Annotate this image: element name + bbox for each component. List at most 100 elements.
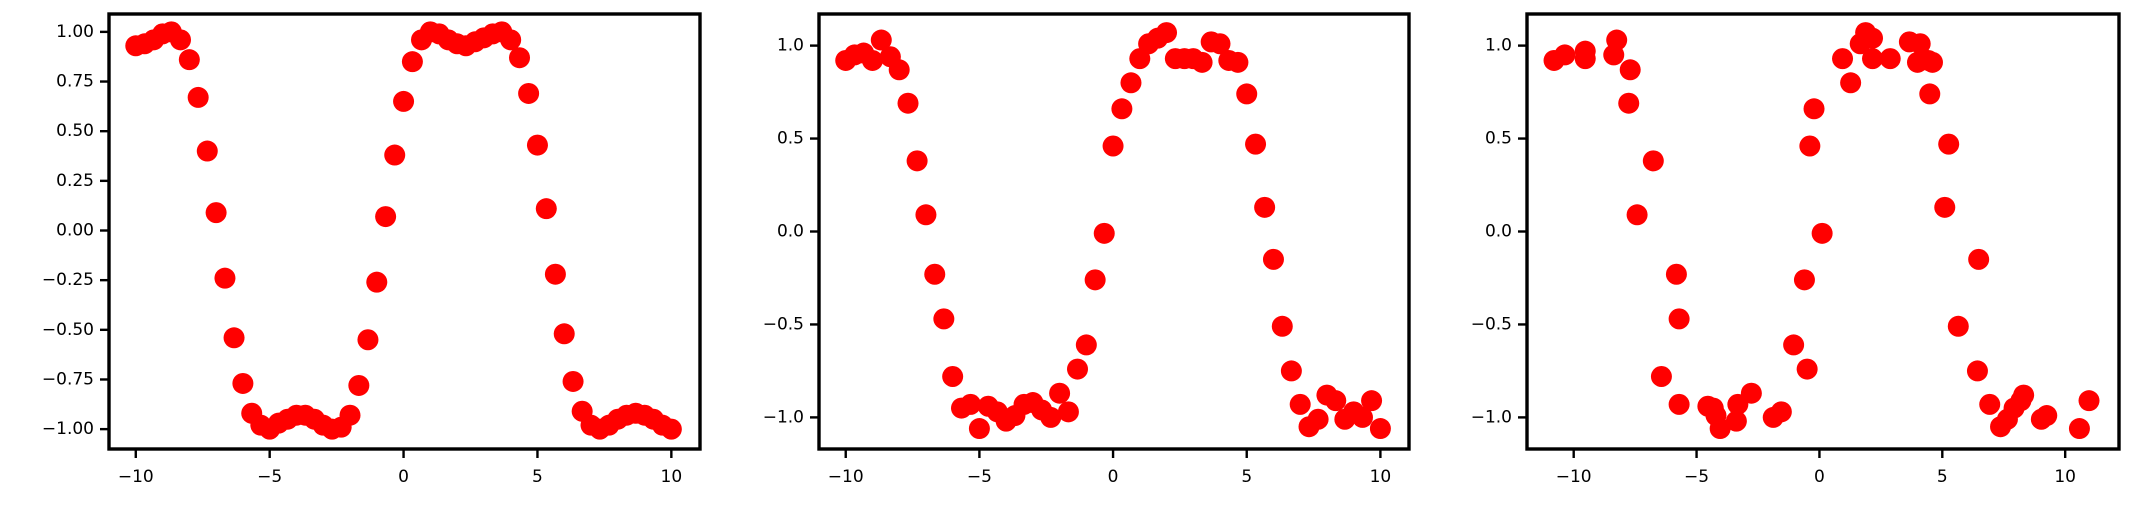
x-tick-label: −10 xyxy=(1556,467,1592,487)
point xyxy=(1770,401,1792,423)
point xyxy=(1120,72,1142,94)
x-tick-label: −5 xyxy=(967,467,992,487)
y-tick-label: −0.5 xyxy=(763,314,804,334)
y-tick-label: 0.0 xyxy=(777,222,804,242)
point xyxy=(2068,418,2090,440)
point xyxy=(1280,360,1302,382)
point xyxy=(1093,222,1115,244)
y-tick-label: 0.5 xyxy=(1485,129,1512,149)
point xyxy=(205,202,227,224)
y-tick-label: 0.0 xyxy=(1485,222,1512,242)
point xyxy=(1245,133,1267,155)
point xyxy=(888,59,910,81)
point xyxy=(1840,72,1862,94)
point xyxy=(1862,27,1884,49)
y-tick-label: −1.0 xyxy=(763,407,804,427)
x-tick-label: 0 xyxy=(1814,467,1825,487)
point xyxy=(1947,315,1969,337)
point xyxy=(526,134,548,156)
point xyxy=(1254,196,1276,218)
point xyxy=(1236,83,1258,105)
point xyxy=(384,144,406,166)
point xyxy=(968,418,990,440)
point xyxy=(1921,51,1943,73)
point xyxy=(1919,83,1941,105)
y-tick-label: 0.50 xyxy=(56,121,94,141)
y-tick-label: 0.5 xyxy=(777,129,804,149)
point xyxy=(915,204,937,226)
point xyxy=(1979,393,2001,415)
point xyxy=(870,29,892,51)
point xyxy=(196,140,218,162)
x-tick-label: 10 xyxy=(2054,467,2076,487)
x-tick-label: 0 xyxy=(398,467,409,487)
point xyxy=(1650,366,1672,387)
point xyxy=(1049,382,1071,404)
point xyxy=(924,263,946,285)
point xyxy=(1102,135,1124,157)
point xyxy=(933,308,955,330)
point xyxy=(1799,135,1821,157)
x-tick-label: −5 xyxy=(257,467,282,487)
point xyxy=(1084,269,1106,291)
point xyxy=(339,404,361,426)
y-tick-label: 0.00 xyxy=(56,221,94,241)
point xyxy=(1705,405,1727,427)
y-tick-label: −0.75 xyxy=(42,369,94,389)
point xyxy=(1289,393,1311,415)
point xyxy=(906,150,928,172)
point xyxy=(357,329,379,351)
point xyxy=(535,198,557,220)
point xyxy=(1740,382,1762,404)
point xyxy=(2078,390,2100,412)
y-tick-label: −1.00 xyxy=(42,419,94,439)
point xyxy=(1307,408,1329,430)
y-tick-label: 1.0 xyxy=(1485,36,1512,56)
point xyxy=(1811,222,1833,244)
point xyxy=(187,86,209,108)
point xyxy=(1793,269,1815,291)
point xyxy=(1227,51,1249,73)
point xyxy=(2036,405,2058,427)
point xyxy=(1351,406,1373,428)
y-tick-label: 1.00 xyxy=(56,22,94,42)
point xyxy=(1262,248,1284,270)
point xyxy=(1191,51,1213,73)
x-tick-label: 5 xyxy=(1937,467,1948,487)
point xyxy=(1783,334,1805,356)
point xyxy=(1057,401,1079,423)
y-tick-label: 0.75 xyxy=(56,72,94,92)
point xyxy=(1938,133,1960,155)
y-tick-label: −1.0 xyxy=(1471,407,1512,427)
point xyxy=(1796,358,1818,380)
point xyxy=(1668,308,1690,330)
point xyxy=(1665,263,1687,285)
point xyxy=(518,82,540,104)
y-tick-label: −0.25 xyxy=(42,270,94,290)
point xyxy=(1832,48,1854,70)
axes-frame xyxy=(107,12,702,451)
point xyxy=(1209,33,1231,55)
point xyxy=(1040,406,1062,428)
x-tick-label: −5 xyxy=(1684,467,1709,487)
point xyxy=(375,206,397,228)
point xyxy=(960,393,982,415)
x-tick-label: 5 xyxy=(532,467,543,487)
point xyxy=(1725,410,1747,432)
point xyxy=(178,49,200,71)
point xyxy=(223,327,245,349)
point xyxy=(562,370,584,392)
point xyxy=(2013,384,2035,406)
point xyxy=(1862,48,1884,70)
point xyxy=(393,90,415,112)
point xyxy=(1075,334,1097,356)
point xyxy=(1111,98,1133,120)
point xyxy=(1619,59,1641,81)
point xyxy=(1554,44,1576,66)
point xyxy=(1606,29,1628,51)
point xyxy=(232,372,254,394)
x-tick-label: 0 xyxy=(1108,467,1119,487)
point xyxy=(553,323,575,345)
